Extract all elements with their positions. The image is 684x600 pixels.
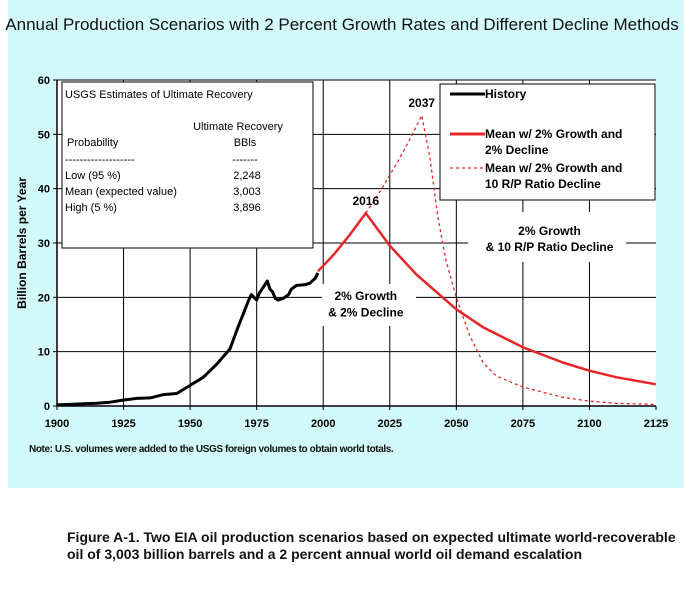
- usgs-row-label: Mean (expected value): [65, 186, 177, 198]
- x-tick-label: 1900: [45, 418, 69, 430]
- usgs-col2-unit: BBls: [234, 137, 257, 149]
- usgs-table-title: USGS Estimates of Ultimate Recovery: [65, 89, 253, 101]
- usgs-col2-header: Ultimate Recovery: [193, 121, 283, 133]
- annotation-label: & 2% Decline: [328, 305, 404, 319]
- usgs-col2-rule: -------: [232, 154, 258, 166]
- chart-note: Note: U.S. volumes were added to the USG…: [29, 444, 394, 455]
- annotation-label: 2% Growth: [334, 289, 397, 303]
- legend-label: History: [485, 87, 527, 101]
- annotation-label: 2037: [408, 96, 435, 110]
- y-tick-label: 10: [38, 347, 50, 359]
- legend-label: Mean w/ 2% Growth and: [485, 161, 622, 175]
- annotation-label: 2% Growth: [518, 224, 581, 238]
- legend-label: Mean w/ 2% Growth and: [485, 127, 622, 141]
- series-line-0: [56, 272, 320, 407]
- y-tick-label: 50: [38, 129, 50, 141]
- y-tick-label: 60: [38, 75, 50, 87]
- annotation-bg: [322, 284, 416, 326]
- x-tick-label: 1950: [178, 418, 202, 430]
- usgs-table-box: [61, 81, 314, 249]
- usgs-row-label: Low (95 %): [65, 170, 121, 182]
- annotation-bg: [468, 212, 626, 262]
- y-tick-label: 20: [38, 292, 50, 304]
- y-tick-label: 0: [44, 401, 50, 413]
- usgs-row-value: 3,003: [233, 186, 261, 198]
- x-tick-label: 2000: [311, 418, 335, 430]
- usgs-row-value: 2,248: [233, 170, 261, 182]
- annotation-label: 2016: [352, 194, 379, 208]
- x-tick-label: 1975: [244, 418, 268, 430]
- x-tick-label: 2075: [511, 418, 535, 430]
- series-line-2: [365, 114, 657, 406]
- y-tick-label: 40: [38, 184, 50, 196]
- y-tick-label: 30: [38, 238, 50, 250]
- usgs-col1-header: Probability: [67, 137, 119, 149]
- legend-label: 10 R/P Ratio Decline: [485, 177, 601, 191]
- figure-caption: Figure A-1. Two EIA oil production scena…: [67, 529, 676, 562]
- legend-box: [439, 83, 656, 201]
- legend-label: 2% Decline: [485, 143, 549, 157]
- x-tick-label: 2050: [444, 418, 468, 430]
- x-tick-label: 1925: [111, 418, 135, 430]
- chart-title: Annual Production Scenarios with 2 Perce…: [5, 15, 679, 34]
- x-tick-label: 2025: [378, 418, 402, 430]
- x-tick-label: 2125: [644, 418, 668, 430]
- annotation-label: & 10 R/P Ratio Decline: [486, 240, 614, 254]
- usgs-row-label: High (5 %): [65, 202, 117, 214]
- x-tick-label: 2100: [577, 418, 601, 430]
- chart-svg: 0 10 20 30 40 50 60 1900 1925 1950 1975 2000 2025 205…: [15, 75, 668, 430]
- series-line-1: [316, 211, 657, 386]
- usgs-col1-rule: -------------------: [65, 154, 135, 166]
- y-axis-label: Billion Barrels per Year: [15, 177, 29, 309]
- usgs-row-value: 3,896: [233, 202, 261, 214]
